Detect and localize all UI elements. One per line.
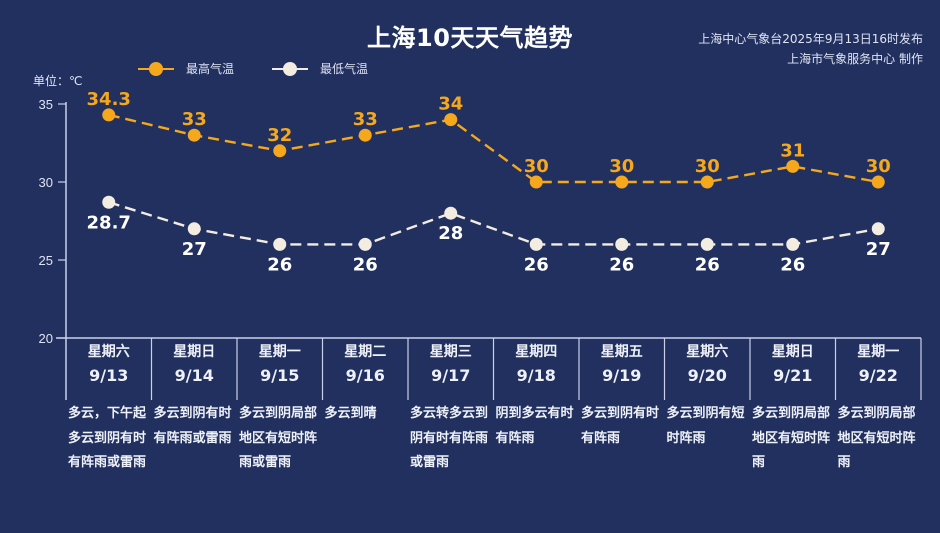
low-temp-label: 26 bbox=[695, 254, 720, 275]
high-temp-point[interactable] bbox=[529, 175, 543, 189]
high-temp-marker-icon bbox=[138, 61, 174, 76]
date-label: 9/22 bbox=[858, 366, 898, 385]
chart-title: 上海10天天气趋势 bbox=[367, 24, 573, 52]
day-header: 星期日 9/14 bbox=[152, 340, 238, 388]
weekday-label: 星期三 bbox=[429, 344, 472, 360]
low-temp-point[interactable] bbox=[444, 206, 458, 220]
day-header: 星期六 9/20 bbox=[665, 340, 751, 388]
low-temp-label: 27 bbox=[866, 239, 891, 260]
high-temp-line bbox=[108, 113, 879, 184]
day-header: 星期日 9/21 bbox=[750, 340, 836, 388]
weekday-label: 星期四 bbox=[515, 344, 558, 360]
weather-description: 多云到阴有时有阵雨或雷雨 bbox=[153, 406, 232, 446]
high-temp-label: 32 bbox=[267, 125, 292, 146]
high-temp-point[interactable] bbox=[273, 144, 287, 158]
weekday-label: 星期日 bbox=[173, 344, 216, 360]
low-temp-point[interactable] bbox=[358, 237, 372, 251]
legend-item-high[interactable]: 最高气温 bbox=[138, 60, 234, 77]
high-temp-point[interactable] bbox=[615, 175, 629, 189]
low-temp-label: 28 bbox=[438, 223, 463, 244]
high-temp-point[interactable] bbox=[786, 159, 800, 173]
weather-description: 多云到阴有短时阵雨 bbox=[666, 406, 745, 446]
weekday-label: 星期日 bbox=[771, 344, 814, 360]
legend-item-low[interactable]: 最低气温 bbox=[272, 60, 368, 77]
day-header: 星期二 9/16 bbox=[323, 340, 409, 388]
publisher-info: 上海中心气象台2025年9月13日16时发布 上海市气象服务中心 制作 bbox=[698, 29, 923, 69]
high-temp-label: 34.3 bbox=[87, 89, 131, 110]
high-temp-label: 30 bbox=[866, 156, 891, 177]
weather-description: 多云转多云到阴有时有阵雨或雷雨 bbox=[410, 406, 489, 470]
publisher-line-2: 上海市气象服务中心 制作 bbox=[787, 52, 923, 66]
publisher-line-1: 上海中心气象台2025年9月13日16时发布 bbox=[698, 32, 923, 46]
y-tick-label: 35 bbox=[39, 97, 53, 112]
date-label: 9/16 bbox=[345, 366, 385, 385]
y-tick-label: 30 bbox=[39, 175, 53, 190]
high-temp-point[interactable] bbox=[871, 175, 885, 189]
high-temp-label: 30 bbox=[524, 156, 549, 177]
weekday-label: 星期二 bbox=[344, 344, 387, 360]
low-temp-label: 26 bbox=[780, 254, 805, 275]
unit-label: 单位：℃ bbox=[33, 74, 83, 88]
legend-label-high: 最高气温 bbox=[186, 62, 235, 76]
low-temp-point[interactable] bbox=[529, 237, 543, 251]
day-header: 星期四 9/18 bbox=[494, 340, 580, 388]
high-temp-label: 33 bbox=[182, 109, 207, 130]
high-temp-label: 30 bbox=[609, 156, 634, 177]
high-temp-label: 33 bbox=[353, 109, 378, 130]
weather-description: 多云，下午起多云到阴有时有阵雨或雷雨 bbox=[68, 406, 147, 470]
high-temp-point[interactable] bbox=[444, 113, 458, 127]
weekday-label: 星期一 bbox=[258, 344, 301, 360]
date-label: 9/17 bbox=[431, 366, 471, 385]
high-temp-label: 30 bbox=[695, 156, 720, 177]
date-label: 9/19 bbox=[602, 366, 642, 385]
low-temp-label: 27 bbox=[182, 239, 207, 260]
low-temp-point[interactable] bbox=[615, 237, 629, 251]
low-temp-marker-icon bbox=[272, 61, 309, 76]
low-temp-point[interactable] bbox=[102, 195, 116, 209]
date-label: 9/14 bbox=[174, 366, 214, 385]
day-header: 星期一 9/15 bbox=[237, 340, 323, 388]
high-temp-label: 34 bbox=[438, 94, 463, 115]
y-tick-label: 20 bbox=[39, 331, 53, 346]
weekday-label: 星期一 bbox=[857, 344, 900, 360]
y-tick-label: 25 bbox=[39, 253, 53, 268]
low-temp-line bbox=[108, 201, 879, 246]
date-label: 9/15 bbox=[260, 366, 300, 385]
day-header: 星期三 9/17 bbox=[408, 340, 494, 388]
low-temp-label: 26 bbox=[267, 254, 292, 275]
weekday-label: 星期六 bbox=[686, 344, 729, 360]
low-temp-point[interactable] bbox=[187, 222, 201, 236]
low-temp-point[interactable] bbox=[273, 237, 287, 251]
low-temp-label: 26 bbox=[353, 254, 378, 275]
day-header: 星期一 9/22 bbox=[836, 340, 922, 388]
low-temp-point[interactable] bbox=[786, 237, 800, 251]
date-label: 9/18 bbox=[516, 366, 556, 385]
day-header: 星期六 9/13 bbox=[66, 340, 152, 388]
date-label: 9/13 bbox=[89, 366, 129, 385]
weather-description: 多云到阴局部地区有短时阵雨或雷雨 bbox=[239, 406, 318, 470]
low-temp-point[interactable] bbox=[871, 222, 885, 236]
date-label: 9/20 bbox=[687, 366, 727, 385]
low-temp-label: 28.7 bbox=[87, 212, 131, 233]
high-temp-point[interactable] bbox=[700, 175, 714, 189]
weather-description: 阴到多云有时有阵雨 bbox=[495, 406, 574, 446]
high-temp-label: 31 bbox=[780, 140, 805, 161]
chart-legend: 最高气温 最低气温 bbox=[138, 60, 406, 77]
weekday-label: 星期五 bbox=[600, 344, 643, 360]
weekday-label: 星期六 bbox=[87, 344, 130, 360]
weather-description: 多云到阴有时有阵雨 bbox=[581, 406, 660, 446]
day-header: 星期五 9/19 bbox=[579, 340, 665, 388]
legend-label-low: 最低气温 bbox=[320, 62, 369, 76]
high-temp-point[interactable] bbox=[102, 108, 116, 122]
low-temp-point[interactable] bbox=[700, 237, 714, 251]
weather-description: 多云到阴局部地区有短时阵雨 bbox=[752, 406, 831, 470]
high-temp-point[interactable] bbox=[358, 128, 372, 142]
low-temp-label: 26 bbox=[609, 254, 634, 275]
date-label: 9/21 bbox=[773, 366, 813, 385]
high-temp-point[interactable] bbox=[187, 128, 201, 142]
low-temp-label: 26 bbox=[524, 254, 549, 275]
weather-description: 多云到阴局部地区有短时阵雨 bbox=[837, 406, 916, 470]
weather-description: 多云到晴 bbox=[324, 406, 377, 421]
